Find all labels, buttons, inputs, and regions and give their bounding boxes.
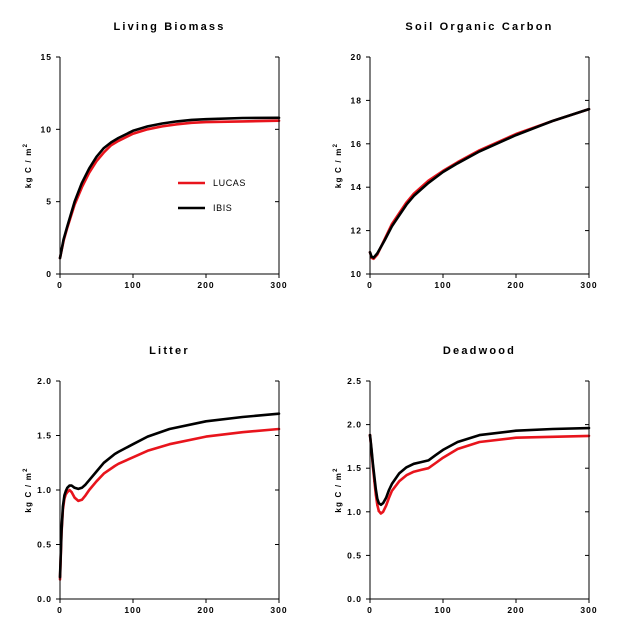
y-tick-label: 1.0 (347, 507, 362, 517)
x-tick-label: 200 (507, 605, 524, 615)
chart-title: Soil Organic Carbon (405, 21, 553, 33)
axes-frame (59, 57, 280, 275)
y-tick-label: 16 (351, 139, 362, 149)
x-tick-label: 300 (270, 280, 287, 290)
chart-title: Litter (149, 345, 190, 357)
series-line-lucas (368, 107, 591, 261)
x-tick-label: 200 (197, 605, 214, 615)
y-tick-label: 2.0 (347, 420, 362, 430)
y-tick-label: 1.0 (37, 485, 52, 495)
y-tick-label: 18 (351, 95, 362, 105)
y-axis-label: kg C / m2 (333, 143, 343, 188)
y-tick-label: 0 (46, 269, 52, 279)
panel-3: Litter 0 100 200 300 0.0 0.5 1.0 1.5 2.0 kg C / m2 (23, 345, 287, 615)
x-tick-label: 100 (124, 280, 141, 290)
chart-title: Living Biomass (113, 21, 225, 33)
legend: LUCAS IBIS (178, 178, 246, 213)
y-tick-label: 0.5 (347, 550, 362, 560)
data-point (376, 503, 379, 507)
axes-frame (369, 57, 590, 275)
axes-frame (59, 381, 280, 600)
y-tick-label: 15 (41, 52, 52, 62)
axes-frame (369, 381, 590, 600)
series-line-ibis (58, 116, 281, 260)
y-tick-label: 14 (351, 182, 362, 192)
panel-4: Deadwood 0 100 200 300 0.0 0.5 1.0 1.5 2.0 2.5 kg C… (333, 345, 597, 615)
series-line-ibis (368, 107, 591, 260)
y-tick-label: 2.0 (37, 376, 52, 386)
chart-title: Deadwood (443, 345, 516, 357)
x-tick-label: 300 (580, 280, 597, 290)
y-tick-label: 20 (351, 52, 362, 62)
x-tick-label: 200 (507, 280, 524, 290)
y-tick-label: 0.5 (37, 540, 52, 550)
x-tick-label: 0 (57, 605, 63, 615)
y-tick-label: 1.5 (37, 431, 52, 441)
x-tick-label: 0 (57, 280, 63, 290)
series-line-lucas (58, 119, 281, 260)
x-tick-label: 0 (367, 605, 373, 615)
x-tick-label: 300 (580, 605, 597, 615)
data-point (377, 509, 381, 513)
x-tick-label: 300 (270, 605, 287, 615)
y-axis-label: kg C / m2 (333, 467, 343, 512)
x-tick-label: 100 (124, 605, 141, 615)
x-tick-label: 200 (197, 280, 214, 290)
y-axis-label: kg C / m2 (23, 143, 33, 188)
y-tick-label: 1.5 (347, 463, 362, 473)
legend-label-ibis: IBIS (213, 203, 232, 213)
y-axis-label: kg C / m2 (23, 467, 33, 512)
y-tick-label: 2.5 (347, 376, 362, 386)
x-tick-label: 0 (367, 280, 373, 290)
y-tick-label: 10 (41, 124, 52, 134)
series-line-ibis (58, 412, 281, 579)
y-tick-label: 0.0 (347, 594, 362, 604)
y-tick-label: 0.0 (37, 594, 52, 604)
series-line-lucas (368, 433, 591, 515)
panel-2: Soil Organic Carbon 0 100 200 300 10 12 14 16 18 2… (333, 21, 597, 290)
y-tick-label: 10 (351, 269, 362, 279)
x-tick-label: 100 (434, 605, 451, 615)
x-tick-label: 100 (434, 280, 451, 290)
series-line-lucas (58, 427, 281, 581)
legend-label-lucas: LUCAS (213, 178, 246, 188)
series-line-ibis (368, 426, 591, 507)
panel-1: Living Biomass 0 100 200 300 0 5 10 15 kg C / m2 (23, 21, 287, 290)
y-tick-label: 5 (46, 197, 52, 207)
y-tick-label: 12 (351, 226, 362, 236)
